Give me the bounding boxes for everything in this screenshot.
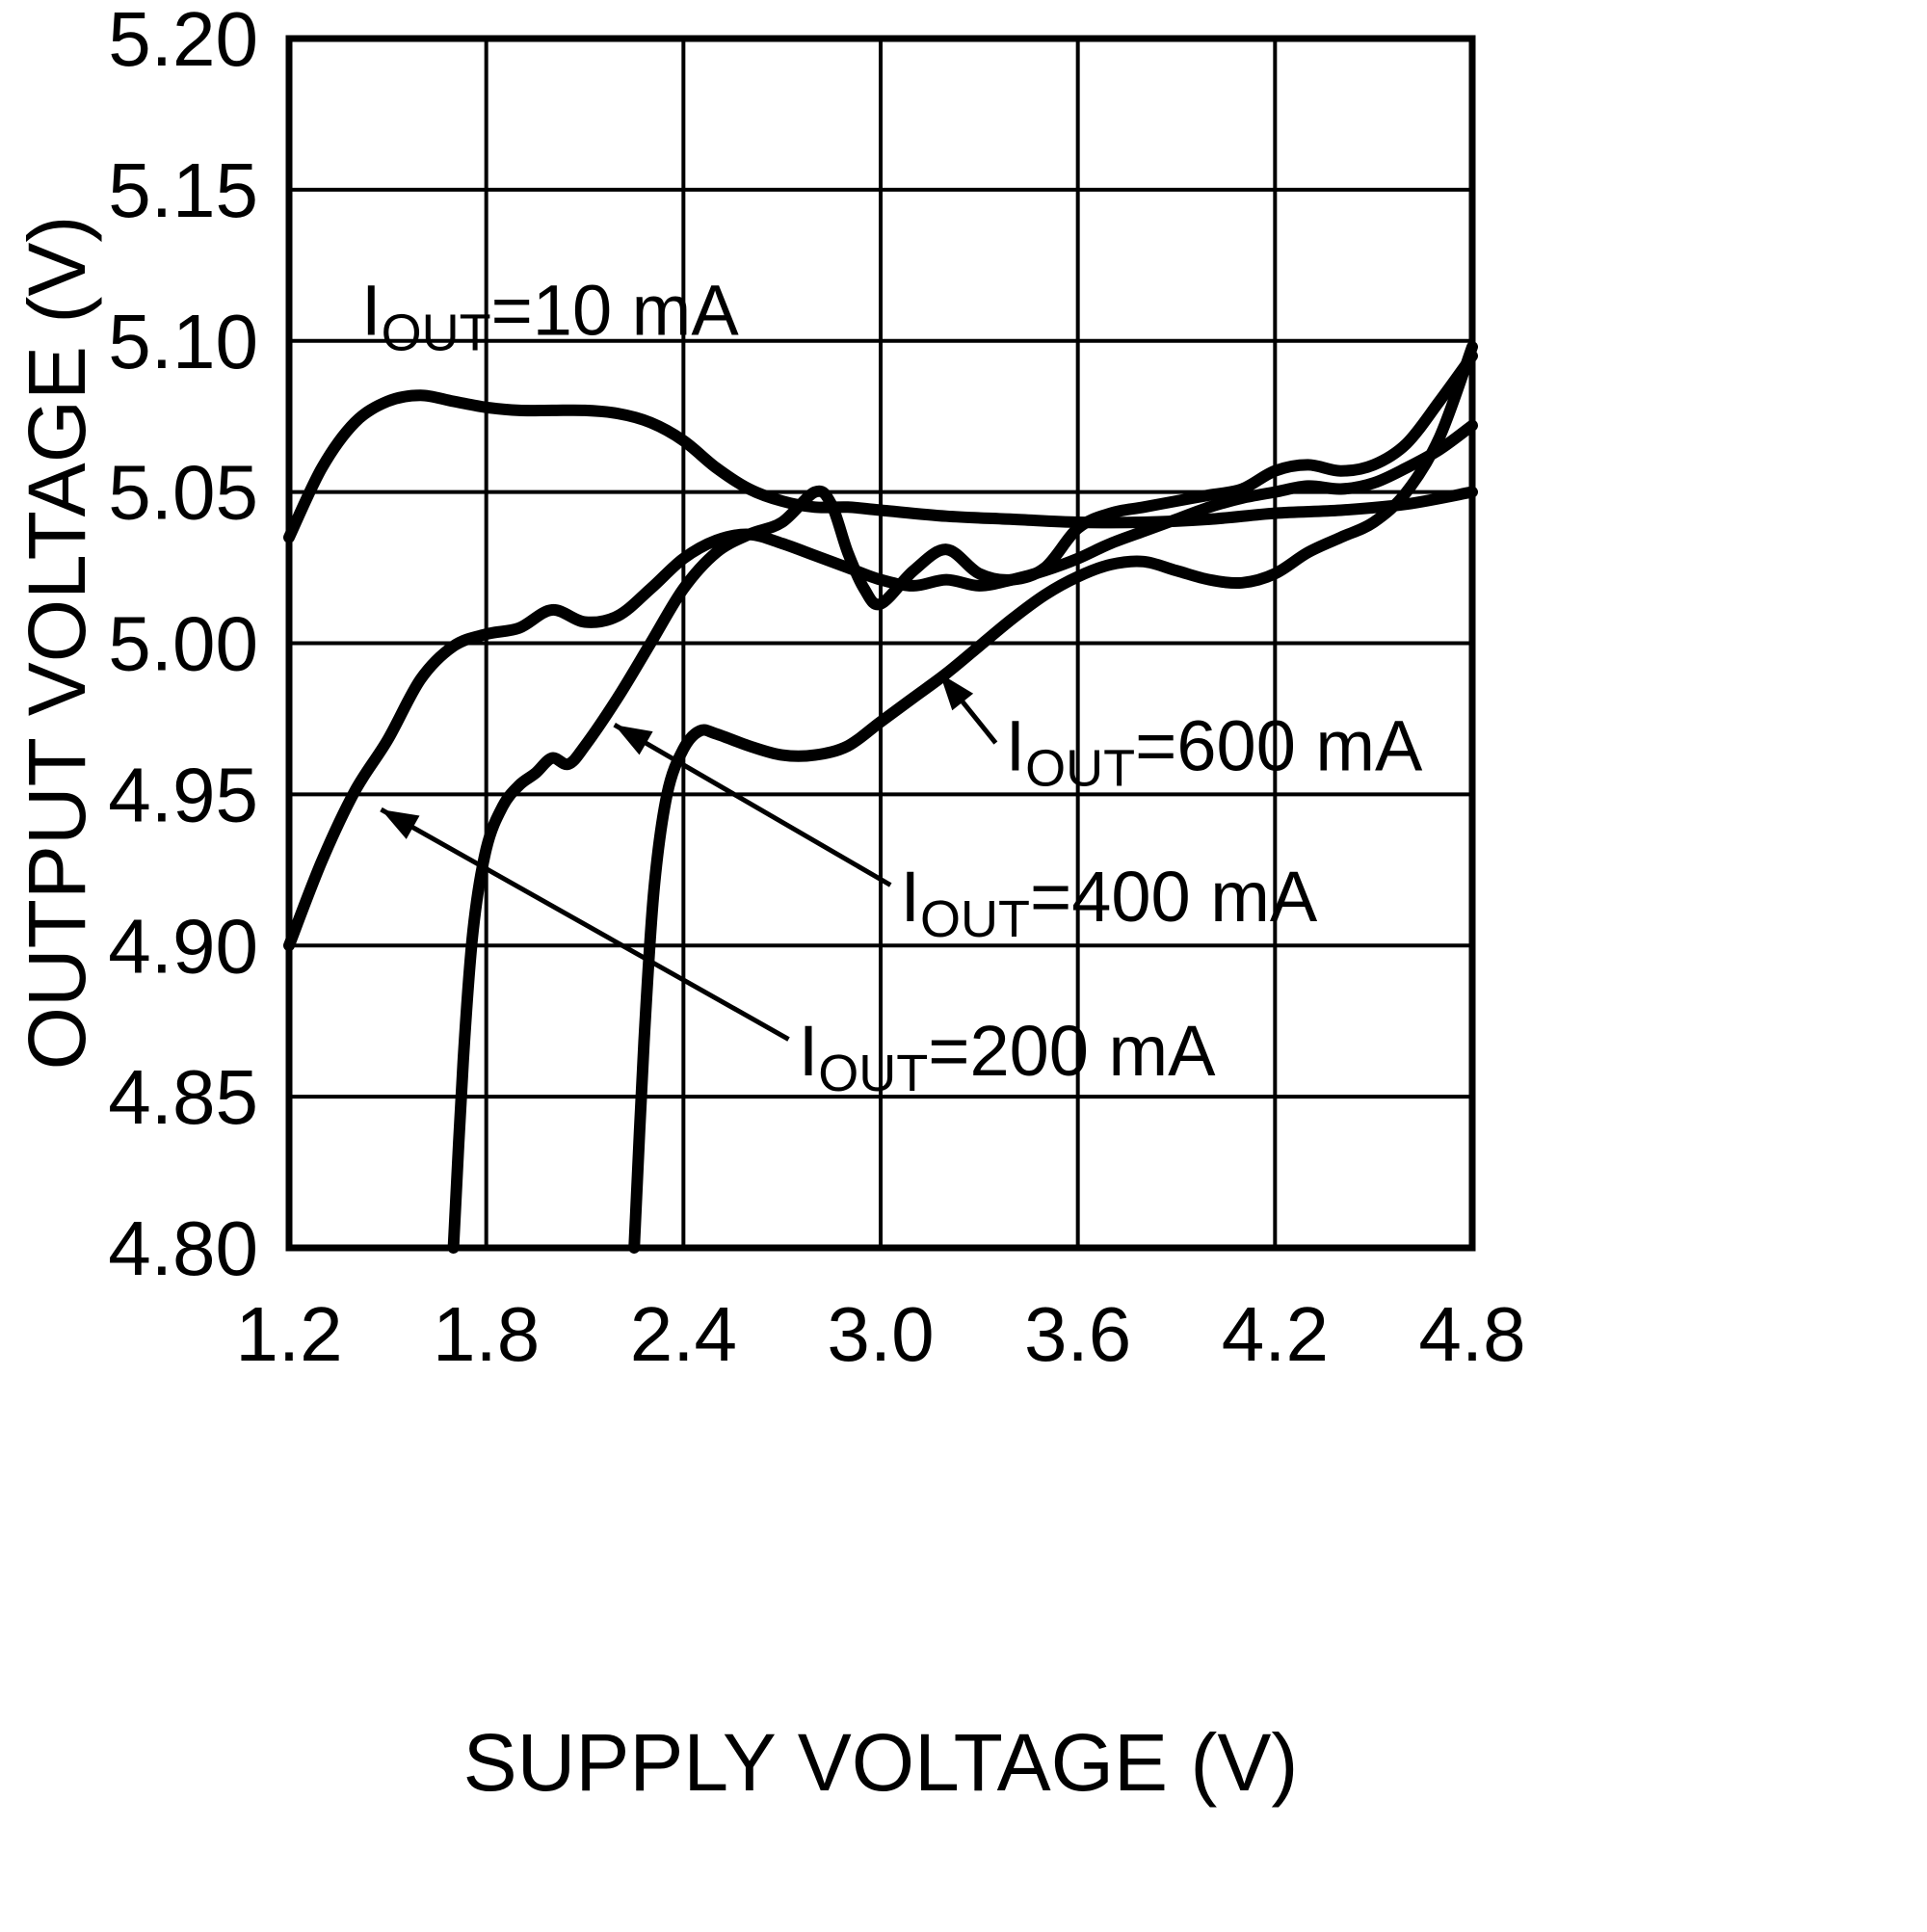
x-tick-label: 2.4 [630,1291,737,1377]
x-axis-title: SUPPLY VOLTAGE (V) [463,1717,1299,1808]
curve-label: IOUT=10 mA [361,270,739,361]
annotation-arrowhead [614,725,653,755]
x-tick-label: 3.0 [827,1291,934,1377]
annotation-arrow-line [613,723,892,887]
curve-iout-10ma [283,389,1478,543]
curve-label: IOUT=600 mA [1006,705,1423,797]
curve-annotations: IOUT=10 mA IOUT=600 mA IOUT=400 mA IOUT=200… [361,270,1423,1102]
curve-iout-200ma [283,419,1478,952]
annotation-arrowhead [939,673,974,711]
axis-tick-labels: 1.2 1.8 2.4 3.0 3.6 4.2 4.8 4.80 4.85 4.90 4.95 5.0… [108,0,1525,1377]
plot-border [285,35,1476,1252]
curve-iout-400ma [447,350,1478,1254]
annotation-arrowhead [381,809,420,839]
x-tick-label: 1.2 [235,1291,342,1377]
y-tick-label: 5.10 [108,299,258,384]
y-tick-label: 5.00 [108,601,258,687]
y-tick-label: 5.05 [108,450,258,536]
y-tick-label: 5.20 [108,0,258,82]
x-tick-label: 4.8 [1418,1291,1525,1377]
x-tick-label: 1.8 [433,1291,540,1377]
curve-iout-600ma [628,341,1478,1254]
data-curves [283,341,1478,1254]
x-tick-label: 4.2 [1222,1291,1329,1377]
curve-label: IOUT=400 mA [900,857,1317,948]
curve-label: IOUT=200 mA [799,1011,1216,1102]
y-tick-label: 4.85 [108,1054,258,1140]
y-tick-label: 4.90 [108,903,258,989]
y-axis-title: OUTPUT VOLTAGE (V) [12,216,102,1071]
annotation-arrow-line [380,807,790,1042]
x-tick-label: 3.6 [1024,1291,1131,1377]
y-tick-label: 4.80 [108,1205,258,1291]
y-tick-label: 5.15 [108,147,258,233]
y-tick-label: 4.95 [108,752,258,837]
